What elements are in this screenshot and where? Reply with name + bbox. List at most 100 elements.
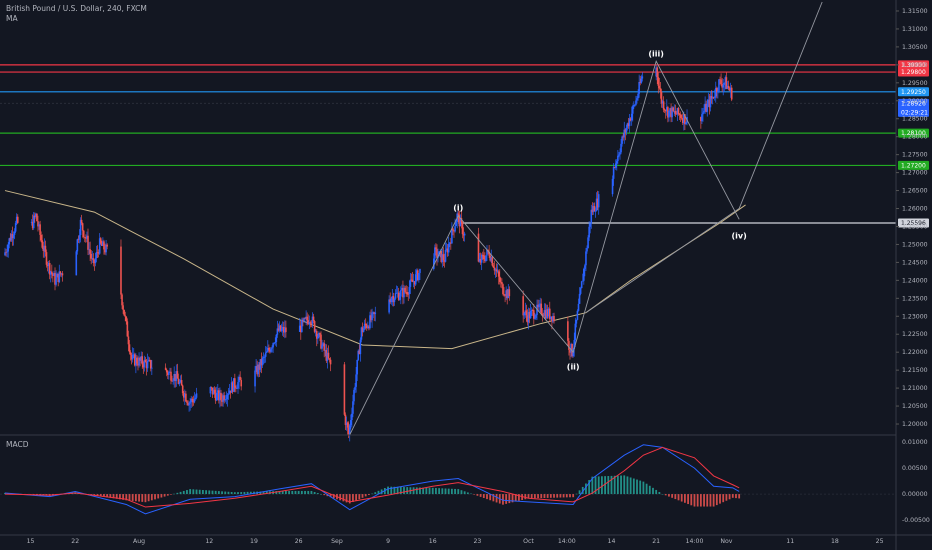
- y-tick-label: 1.21000: [902, 385, 928, 392]
- candle-body: [232, 378, 235, 392]
- candle-body: [323, 343, 326, 351]
- candle-body: [169, 371, 171, 373]
- macd-histogram-bar: [265, 491, 268, 495]
- macd-histogram-bar: [202, 489, 204, 495]
- projection-line-up: [738, 1, 823, 209]
- candle-body: [455, 221, 457, 227]
- candle-body: [617, 155, 619, 162]
- macd-histogram-bar: [479, 494, 482, 497]
- candle-body: [281, 327, 284, 329]
- candle-body: [596, 198, 599, 208]
- candle-body: [720, 79, 722, 85]
- candle-body: [254, 370, 256, 387]
- macd-histogram-bar: [396, 486, 399, 495]
- candle-body: [318, 333, 320, 337]
- macd-legend[interactable]: MACD: [6, 440, 29, 449]
- candle-body: [591, 209, 594, 213]
- candle-body: [462, 234, 465, 236]
- candle-body: [369, 315, 371, 329]
- candle-body: [667, 107, 669, 118]
- y-tick-label: 1.22000: [902, 349, 928, 356]
- candle-body: [663, 109, 666, 111]
- macd-histogram-bar: [249, 491, 252, 495]
- y-tick-label: 1.29000: [902, 98, 928, 105]
- candle-body: [413, 281, 416, 285]
- x-tick-label: 18: [831, 538, 839, 545]
- candle-body: [95, 252, 98, 259]
- candle-body: [42, 247, 45, 251]
- candle-body: [305, 316, 307, 319]
- candle-body: [269, 349, 271, 352]
- macd-histogram-bar: [371, 493, 373, 495]
- x-tick-label: Sep: [331, 538, 343, 545]
- candle-body: [88, 249, 90, 250]
- candle-body: [260, 359, 263, 366]
- candle-body: [713, 96, 716, 98]
- candle-body: [180, 380, 183, 386]
- candle-body: [450, 242, 452, 244]
- candle-body: [235, 387, 237, 389]
- candle-body: [372, 312, 374, 313]
- candle-body: [724, 77, 727, 84]
- macd-histogram-bar: [182, 490, 185, 495]
- candle-body: [570, 343, 572, 353]
- macd-histogram-bar: [425, 487, 428, 495]
- macd-histogram-bar: [642, 481, 645, 495]
- candle-body: [210, 387, 213, 388]
- candle-body: [364, 323, 367, 326]
- candle-body: [358, 350, 361, 355]
- symbol-title[interactable]: British Pound / U.S. Dollar, 240, FXCM: [6, 4, 147, 13]
- candle-body: [630, 113, 633, 121]
- candle-body: [550, 316, 552, 319]
- candle-body: [544, 310, 547, 319]
- candle-body: [722, 84, 725, 88]
- candle-body: [190, 398, 193, 403]
- candle-body: [273, 343, 275, 344]
- candle-body: [434, 247, 436, 259]
- candle-body: [367, 326, 369, 328]
- candle-body: [238, 376, 240, 383]
- macd-histogram-bar: [163, 494, 166, 497]
- macd-histogram-bar: [725, 494, 728, 501]
- candle-body: [674, 110, 677, 114]
- candle-body: [61, 273, 64, 276]
- candle-body: [685, 122, 687, 125]
- candle-body: [501, 282, 503, 285]
- candle-body: [324, 350, 327, 351]
- candle-body: [414, 274, 417, 285]
- candle-body: [443, 260, 446, 262]
- macd-histogram-bar: [300, 490, 303, 495]
- candle-body: [452, 228, 454, 231]
- candle-body: [507, 289, 510, 299]
- macd-histogram-bar: [684, 494, 686, 503]
- candle-body: [614, 163, 617, 168]
- trend-drawings[interactable]: [349, 1, 823, 435]
- macd-histogram-bar: [610, 475, 613, 495]
- candle-body: [539, 303, 541, 305]
- wave-label: (iv): [732, 231, 747, 240]
- macd-histogram-bar: [623, 475, 626, 495]
- macd-histogram-bar: [205, 490, 207, 495]
- macd-histogram-bar: [502, 494, 504, 505]
- candle-body: [621, 136, 623, 144]
- macd-histogram-bar: [565, 494, 568, 498]
- candle-body: [89, 249, 91, 254]
- candle-body: [140, 356, 142, 361]
- candle-body: [275, 334, 278, 343]
- candle-body: [657, 77, 660, 86]
- candle-body: [579, 288, 582, 294]
- ma-legend[interactable]: MA: [6, 14, 18, 23]
- candle-body: [583, 268, 585, 281]
- candle-body: [504, 295, 506, 297]
- macd-histogram-bar: [227, 491, 230, 495]
- candle-body: [458, 214, 461, 227]
- macd-histogram-bar: [103, 494, 105, 497]
- candle-body: [633, 104, 635, 107]
- candle-body: [80, 219, 83, 224]
- candle-body: [661, 101, 664, 104]
- candle-body: [505, 290, 507, 297]
- candle-body: [298, 325, 301, 332]
- candle-body: [494, 269, 497, 271]
